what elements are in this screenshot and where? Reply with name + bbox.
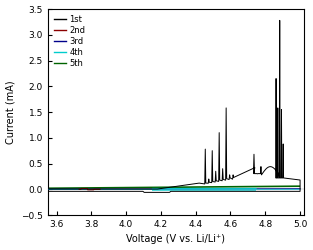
2nd [93,188,96,191]
2nd [86,188,90,191]
2nd [85,187,88,190]
2nd [85,187,89,190]
2nd [95,188,99,191]
2nd [83,187,87,190]
2nd [93,188,97,191]
1st [175,190,179,193]
4th [183,187,187,190]
2nd [80,187,83,190]
2nd [79,188,83,191]
1st [275,176,278,180]
2nd [82,187,85,190]
2nd [94,188,97,191]
4th [151,187,154,190]
2nd [91,188,95,191]
1st [293,178,296,181]
2nd [84,187,87,190]
1st [46,190,50,193]
2nd [94,188,98,191]
2nd [82,187,86,190]
2nd [87,188,90,191]
2nd [90,188,94,191]
2nd [90,188,93,191]
2nd [96,188,100,191]
4th [46,188,50,191]
Line: 1st: 1st [48,20,300,192]
1st [212,180,215,183]
4th [197,187,200,190]
2nd [86,188,90,191]
4th [253,187,257,190]
2nd [94,188,98,191]
2nd [81,187,85,190]
2nd [95,188,99,191]
2nd [85,187,89,190]
2nd [96,188,100,191]
1st [278,19,282,22]
2nd [91,188,95,191]
2nd [88,188,92,191]
2nd [98,188,102,191]
2nd [95,188,99,191]
2nd [97,188,101,191]
2nd [78,188,82,191]
4th [168,187,172,190]
X-axis label: Voltage (V vs. Li/Li⁺): Voltage (V vs. Li/Li⁺) [126,234,225,244]
2nd [90,188,94,191]
Legend: 1st, 2nd, 3rd, 4th, 5th: 1st, 2nd, 3rd, 4th, 5th [52,13,87,70]
2nd [80,187,84,190]
1st [46,188,50,190]
2nd [87,188,91,191]
2nd [88,188,92,191]
2nd [82,187,86,190]
2nd [83,187,87,190]
2nd [89,188,93,191]
4th [298,188,302,191]
2nd [80,187,84,190]
2nd [77,188,81,191]
4th [166,187,170,190]
2nd [98,188,101,191]
2nd [78,188,81,191]
Line: 4th: 4th [48,188,300,189]
Y-axis label: Current (mA): Current (mA) [6,80,16,144]
Line: 2nd: 2nd [79,188,100,190]
2nd [84,187,88,190]
2nd [89,188,93,191]
1st [252,167,256,170]
1st [168,191,172,194]
1st [193,190,197,193]
2nd [92,188,95,191]
2nd [88,188,91,191]
2nd [79,188,82,191]
2nd [92,188,96,191]
4th [293,188,296,191]
2nd [97,188,101,191]
2nd [81,187,85,190]
